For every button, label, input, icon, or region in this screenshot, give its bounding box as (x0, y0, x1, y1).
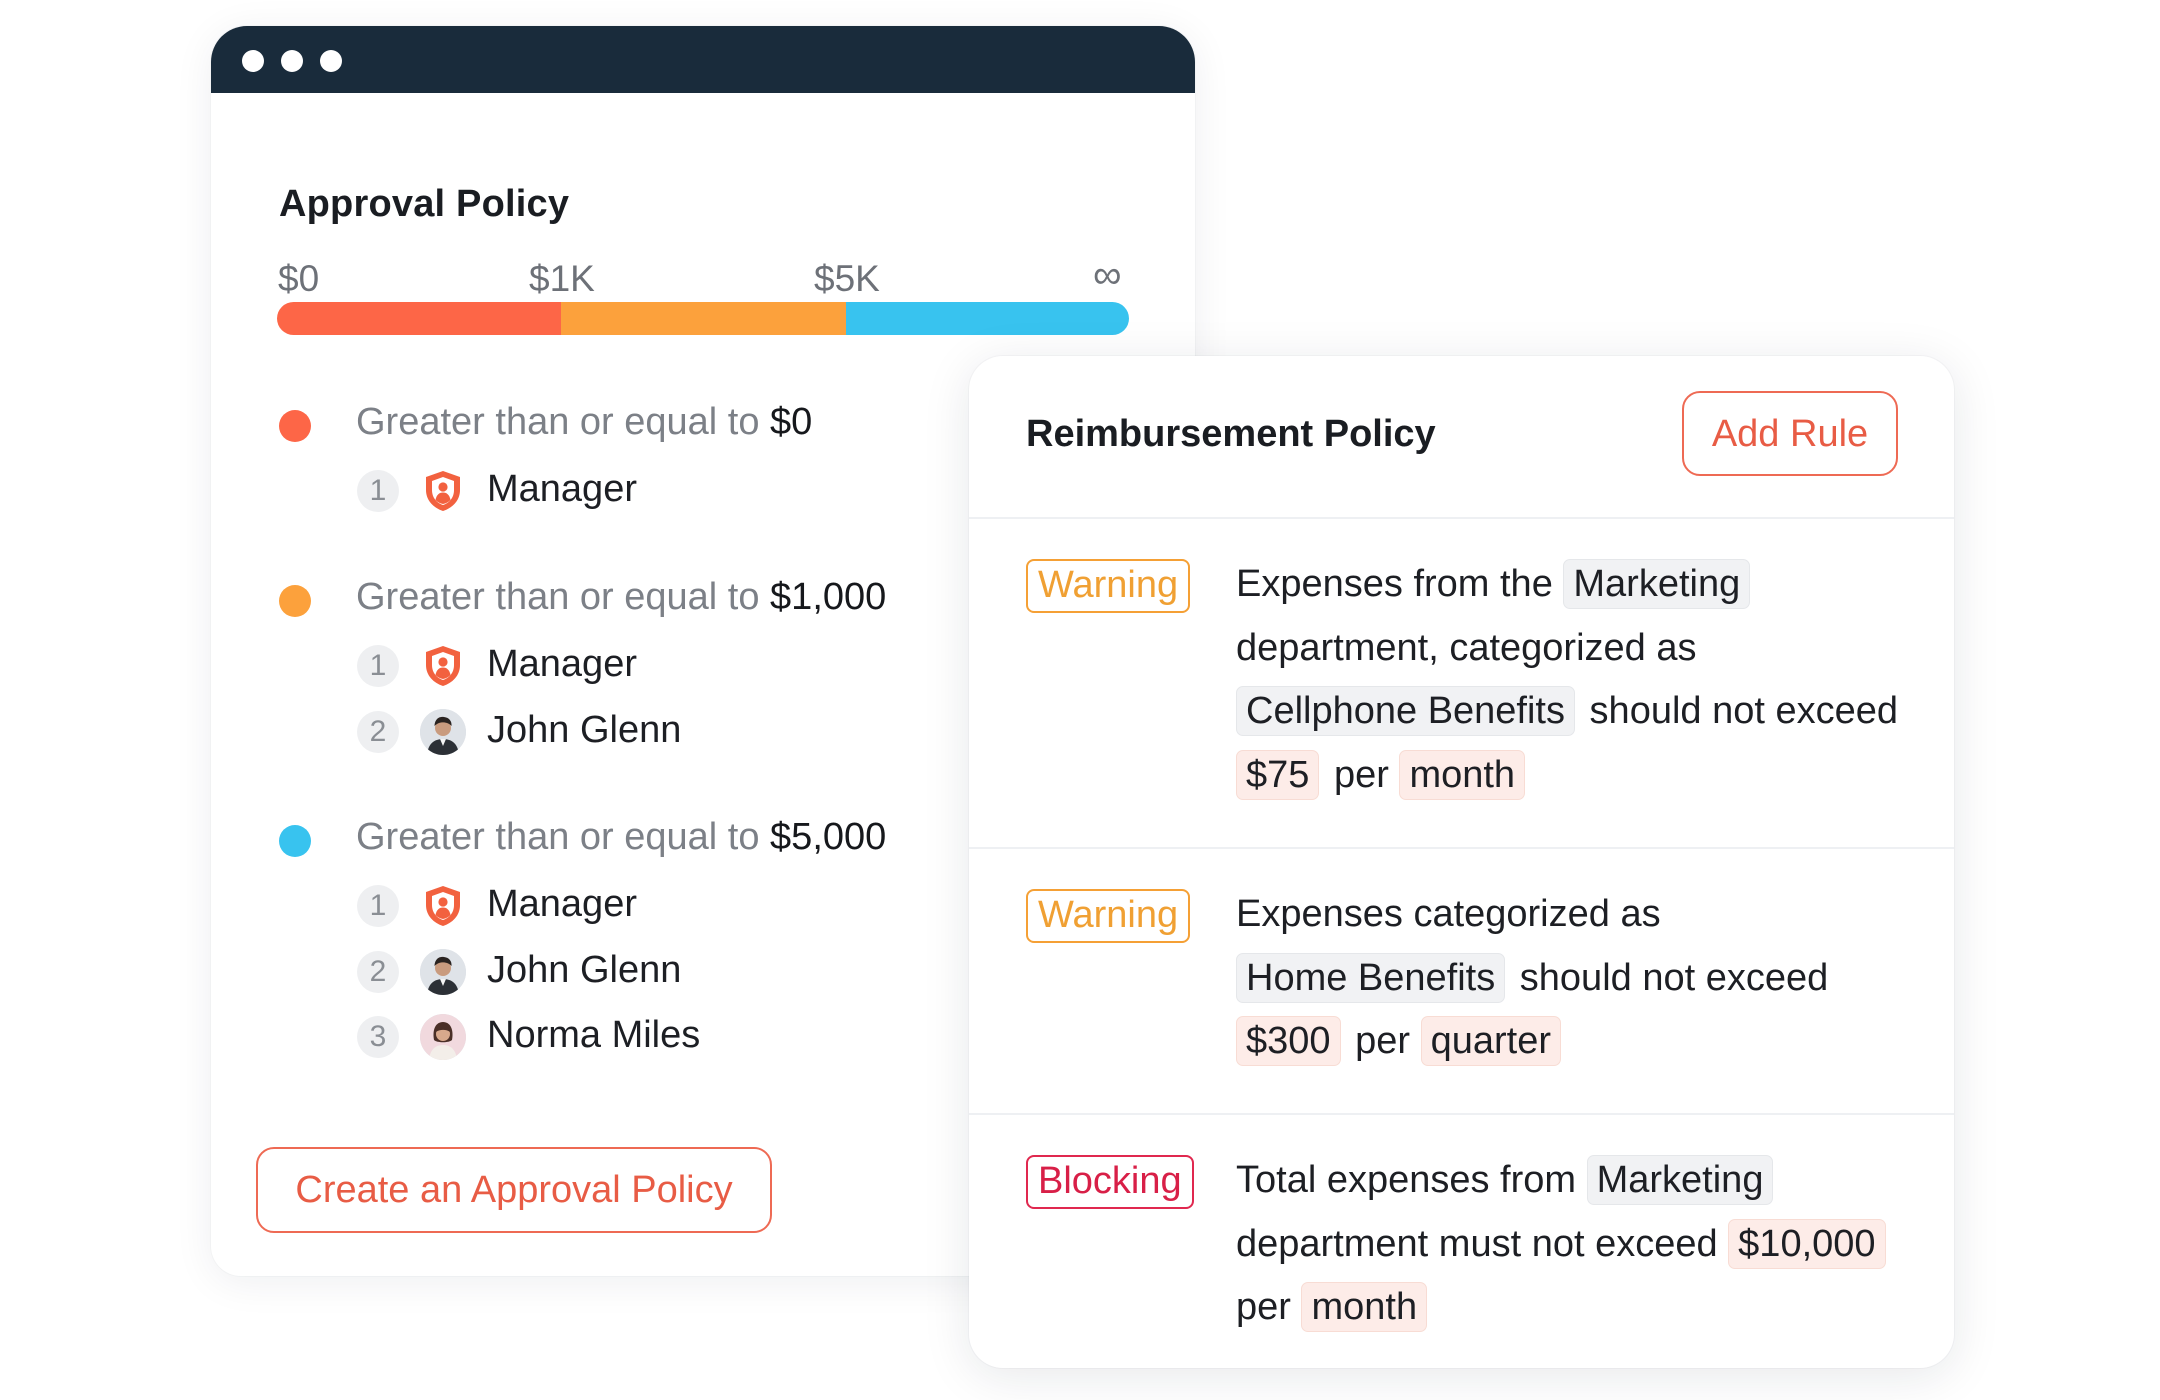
value-chip: $300 (1236, 1016, 1341, 1066)
value-chip: quarter (1420, 1016, 1561, 1066)
window-dot-icon[interactable] (320, 50, 342, 72)
threshold-segment-5k (846, 302, 1129, 335)
shield-icon (420, 883, 466, 929)
category-chip: Marketing (1563, 559, 1751, 609)
shield-icon (420, 468, 466, 514)
rule-description: Expenses from the Marketing department, … (1236, 553, 1926, 807)
window-titlebar (211, 26, 1195, 93)
rule-text-fragment: should not exceed (1509, 956, 1829, 999)
approver-step-number: 1 (357, 885, 399, 927)
approver-step-number: 3 (357, 1016, 399, 1058)
scale-label: $5K (814, 258, 880, 299)
avatar-john-glenn-icon (420, 709, 466, 755)
approver-name: Manager (487, 643, 637, 685)
tier-condition: Greater than or equal to $0 (356, 401, 812, 444)
approver-name: Manager (487, 883, 637, 925)
rule-text-fragment: department, categorized as (1236, 626, 1697, 669)
approver-step-number: 2 (357, 711, 399, 753)
tier-condition-label: Greater than or equal to (356, 576, 760, 618)
scale-label: $0 (278, 258, 320, 299)
value-chip: month (1301, 1282, 1428, 1332)
rule-text-fragment: Expenses categorized as (1236, 893, 1661, 935)
tier-condition: Greater than or equal to $5,000 (356, 816, 886, 859)
rule-text-fragment: should not exceed (1579, 690, 1899, 732)
value-chip: month (1399, 749, 1526, 800)
tier-amount: $5,000 (770, 816, 887, 858)
infinity-label: ∞ (1093, 253, 1122, 297)
severity-badge: Warning (1026, 889, 1191, 943)
avatar-john-glenn-icon (420, 949, 466, 995)
add-rule-button[interactable]: Add Rule (1682, 391, 1898, 476)
tier-color-dot (279, 410, 311, 442)
value-chip: $10,000 (1728, 1218, 1886, 1269)
rule-text-fragment: per (1236, 1286, 1302, 1328)
create-approval-policy-button[interactable]: Create an Approval Policy (256, 1147, 772, 1233)
threshold-segment-1k (561, 302, 846, 335)
reimbursement-header: Reimbursement Policy Add Rule (969, 356, 1954, 519)
reimbursement-policy-title: Reimbursement Policy (1026, 413, 1436, 455)
rule-description: Expenses categorized as Home Benefits sh… (1236, 883, 1926, 1074)
rule-text-fragment: department must not exceed (1236, 1222, 1729, 1265)
category-chip: Marketing (1586, 1155, 1774, 1205)
tier-condition: Greater than or equal to $1,000 (356, 576, 886, 619)
policy-rule[interactable]: Warning Expenses from the Marketing depa… (969, 519, 1954, 849)
tier-condition-label: Greater than or equal to (356, 816, 760, 858)
threshold-segment-0 (277, 302, 561, 335)
tier-amount: $0 (770, 401, 813, 443)
approver-name: John Glenn (487, 949, 682, 991)
category-chip: Home Benefits (1236, 952, 1506, 1003)
value-chip: $75 (1236, 749, 1320, 800)
tier-color-dot (279, 825, 311, 857)
policy-rule[interactable]: Warning Expenses categorized as Home Ben… (969, 849, 1954, 1115)
approver-name: Manager (487, 468, 637, 510)
window-dot-icon[interactable] (242, 50, 264, 72)
scale-label: $1K (529, 258, 595, 299)
approver-step-number: 1 (357, 645, 399, 687)
shield-icon (420, 643, 466, 689)
severity-badge: Warning (1026, 559, 1191, 613)
rule-description: Total expenses from Marketing department… (1236, 1149, 1926, 1340)
tier-amount: $1,000 (770, 576, 887, 618)
rule-text-fragment: per (1344, 1020, 1421, 1062)
severity-badge: Blocking (1026, 1155, 1194, 1209)
tier-condition-label: Greater than or equal to (356, 401, 760, 443)
approval-policy-body: Approval Policy $0 $1K $5K ∞ Greater tha… (211, 93, 1195, 1276)
policy-rule[interactable]: Blocking Total expenses from Marketing d… (969, 1115, 1954, 1368)
window-dot-icon[interactable] (281, 50, 303, 72)
approval-threshold-bar (277, 302, 1129, 335)
avatar-norma-miles-icon (420, 1014, 466, 1060)
approver-name: Norma Miles (487, 1014, 701, 1056)
approver-step-number: 2 (357, 951, 399, 993)
approver-step-number: 1 (357, 470, 399, 512)
approver-name: John Glenn (487, 709, 682, 751)
rule-text-fragment: per (1323, 753, 1400, 796)
approval-policy-title: Approval Policy (279, 183, 570, 225)
reimbursement-policy-card: Reimbursement Policy Add Rule Warning Ex… (969, 356, 1954, 1368)
tier-color-dot (279, 585, 311, 617)
rule-text-fragment: Expenses from the (1236, 563, 1564, 605)
rule-text-fragment: Total expenses from (1236, 1159, 1587, 1201)
category-chip: Cellphone Benefits (1236, 686, 1575, 736)
